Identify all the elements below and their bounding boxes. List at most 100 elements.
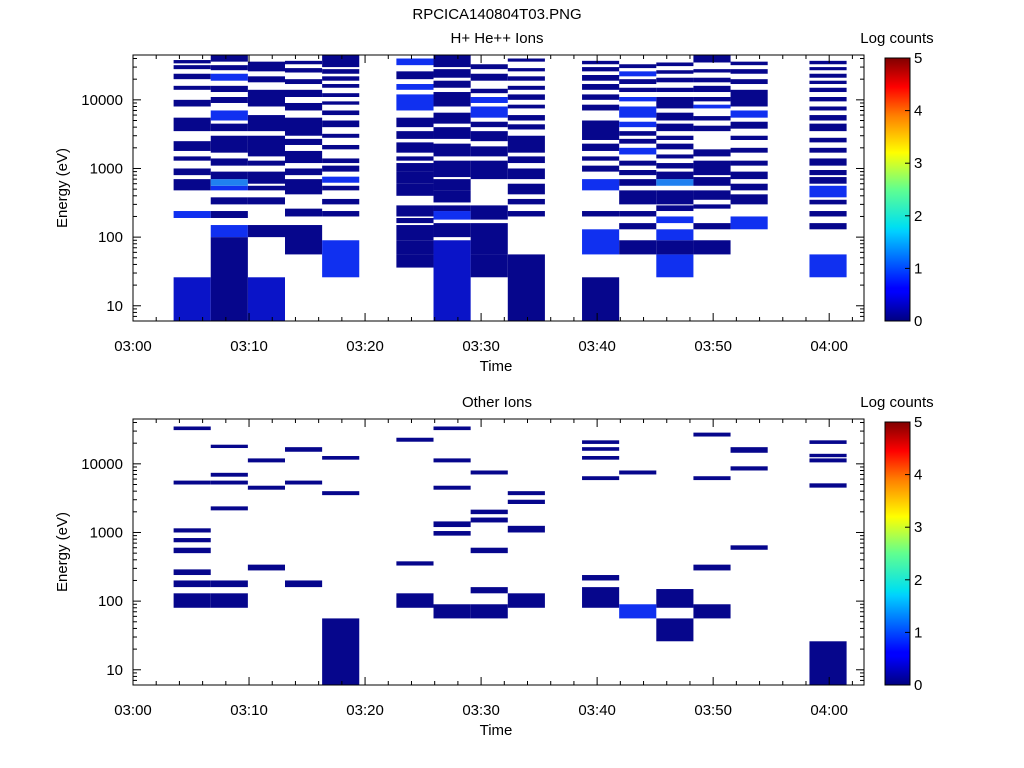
heatmap-cell bbox=[619, 147, 657, 155]
heatmap-cell bbox=[285, 208, 323, 217]
heatmap-cell bbox=[582, 456, 620, 460]
heatmap-cell bbox=[210, 472, 248, 477]
heatmap-cell bbox=[582, 476, 620, 481]
heatmap-cell bbox=[396, 240, 434, 255]
heatmap-cell bbox=[619, 131, 657, 136]
heatmap-cell bbox=[730, 121, 768, 129]
heatmap-cell bbox=[656, 112, 694, 121]
x-tick-label: 03:20 bbox=[346, 702, 384, 719]
heatmap-cell bbox=[173, 426, 211, 431]
heatmap-cell bbox=[656, 97, 694, 109]
x-tick-label: 03:50 bbox=[694, 702, 732, 719]
heatmap-cell bbox=[433, 485, 471, 490]
heatmap-cell bbox=[173, 211, 211, 218]
colorbar-label: Log counts bbox=[860, 30, 933, 47]
heatmap-cell bbox=[507, 68, 545, 72]
heatmap-cell bbox=[619, 97, 657, 102]
heatmap-cell bbox=[210, 593, 248, 608]
heatmap-cell bbox=[322, 120, 360, 128]
x-axis-label: Time bbox=[480, 358, 513, 375]
colorbar-tick-label: 4 bbox=[914, 103, 922, 120]
heatmap-cell bbox=[396, 205, 434, 217]
heatmap-cell bbox=[210, 580, 248, 588]
heatmap-cell bbox=[396, 225, 434, 241]
heatmap-cell bbox=[507, 76, 545, 81]
y-tick-label: 10000 bbox=[81, 456, 123, 473]
heatmap-cell bbox=[322, 69, 360, 74]
heatmap-cell bbox=[173, 538, 211, 543]
heatmap-cell bbox=[582, 229, 620, 255]
x-tick-label: 03:10 bbox=[230, 702, 268, 719]
heatmap-cell bbox=[396, 117, 434, 128]
heatmap-cell bbox=[173, 569, 211, 576]
heatmap-cell bbox=[285, 102, 323, 111]
heatmap-cell bbox=[656, 179, 694, 186]
heatmap-cell bbox=[396, 156, 434, 161]
heatmap-cell bbox=[247, 76, 285, 83]
heatmap-cell bbox=[210, 97, 248, 103]
heatmap-cell bbox=[809, 80, 847, 85]
heatmap-cell bbox=[656, 229, 694, 241]
x-tick-label: 04:00 bbox=[810, 702, 848, 719]
heatmap-cell bbox=[656, 143, 694, 150]
heatmap-cell bbox=[247, 171, 285, 184]
heatmap-cell bbox=[322, 185, 360, 191]
heatmap-cell bbox=[507, 94, 545, 100]
heatmap-cell bbox=[173, 60, 211, 64]
colorbar-tick-label: 1 bbox=[914, 260, 922, 277]
heatmap-cell bbox=[285, 60, 323, 65]
y-tick-label: 10 bbox=[106, 298, 123, 315]
heatmap-cell bbox=[210, 55, 248, 62]
heatmap-cell bbox=[730, 110, 768, 118]
heatmap-cell bbox=[396, 437, 434, 442]
heatmap-cell bbox=[619, 79, 657, 85]
heatmap-cell bbox=[210, 444, 248, 449]
heatmap-cell bbox=[693, 85, 731, 93]
heatmap-cell bbox=[656, 163, 694, 169]
heatmap-cell bbox=[210, 158, 248, 166]
heatmap-cell bbox=[507, 168, 545, 180]
heatmap-cell bbox=[656, 154, 694, 159]
heatmap-cell bbox=[322, 55, 360, 68]
heatmap-cell bbox=[470, 106, 508, 118]
heatmap-cell bbox=[809, 641, 847, 685]
heatmap-cell bbox=[619, 138, 657, 144]
heatmap-cell bbox=[173, 168, 211, 176]
heatmap-cell bbox=[322, 93, 360, 97]
heatmap-cell bbox=[247, 485, 285, 490]
heatmap-cell bbox=[396, 58, 434, 66]
heatmap-cell bbox=[693, 204, 731, 209]
heatmap-cell bbox=[809, 254, 847, 278]
heatmap-cell bbox=[656, 618, 694, 642]
colorbar-tick-label: 3 bbox=[914, 519, 922, 536]
heatmap-cell bbox=[507, 254, 545, 321]
heatmap-cell bbox=[285, 150, 323, 164]
heatmap-cell bbox=[730, 135, 768, 140]
heatmap-cell bbox=[210, 225, 248, 238]
heatmap-cell bbox=[693, 177, 731, 186]
heatmap-cell bbox=[396, 171, 434, 184]
heatmap-cell bbox=[507, 183, 545, 195]
heatmap-cell bbox=[507, 115, 545, 121]
x-tick-label: 03:00 bbox=[114, 338, 152, 355]
heatmap-cell bbox=[396, 593, 434, 608]
heatmap-cell bbox=[470, 205, 508, 220]
heatmap-cell bbox=[619, 121, 657, 128]
heatmap-cell bbox=[582, 165, 620, 172]
heatmap-cell bbox=[433, 160, 471, 178]
heatmap-cell bbox=[470, 97, 508, 103]
x-tick-label: 03:50 bbox=[694, 338, 732, 355]
heatmap-cell bbox=[433, 112, 471, 124]
heatmap-cells bbox=[173, 426, 847, 685]
heatmap-cell bbox=[656, 62, 694, 67]
heatmap-cell bbox=[322, 133, 360, 138]
heatmap-cell bbox=[730, 194, 768, 205]
heatmap-cell bbox=[285, 179, 323, 195]
heatmap-cell bbox=[582, 75, 620, 81]
heatmap-cell bbox=[433, 426, 471, 431]
heatmap-cell bbox=[285, 447, 323, 452]
panel-other-ions: Other Ions 03:00 03:10 03:20 03:30 03:40 03:5… bbox=[54, 394, 934, 739]
heatmap-cell bbox=[656, 171, 694, 180]
heatmap-cell bbox=[433, 92, 471, 107]
